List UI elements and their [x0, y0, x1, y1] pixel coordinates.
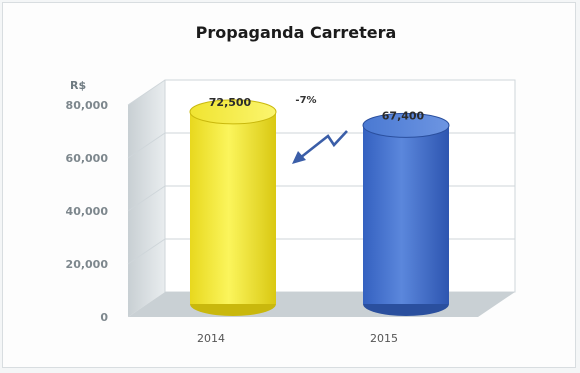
category-label: 2015: [370, 332, 398, 345]
change-annotation: -7%: [295, 95, 316, 106]
floor: [128, 292, 515, 317]
y-tick-label: 40,000: [66, 205, 109, 218]
gridline-side: [127, 185, 166, 212]
chart-title: Propaganda Carretera: [196, 23, 397, 42]
y-tick-label: 0: [100, 311, 108, 324]
bar-top-2014: [189, 99, 277, 125]
gridline-side: [127, 79, 166, 106]
bars: [189, 99, 450, 316]
bar-2015: [363, 125, 449, 304]
decline-arrow-icon: [299, 130, 348, 160]
data-labels: 72,500 67,400: [209, 96, 425, 123]
y-tick-label: 60,000: [66, 152, 109, 165]
gridline-side: [127, 132, 166, 159]
y-axis-ticks: 0 20,000 40,000 60,000 80,000: [66, 99, 109, 324]
bar-2014: [190, 111, 276, 304]
decline-arrowhead-icon: [292, 151, 306, 164]
plot-walls: [128, 79, 516, 317]
gridline-side: [127, 238, 166, 265]
y-tick-label: 80,000: [66, 99, 109, 112]
y-axis-unit-label: R$: [70, 79, 86, 92]
category-labels: 2014 2015: [197, 332, 398, 345]
bar-top-2015: [362, 112, 450, 138]
data-label: 67,400: [382, 109, 425, 122]
y-tick-label: 20,000: [66, 258, 109, 271]
category-label: 2014: [197, 332, 225, 345]
data-label: 72,500: [209, 96, 252, 109]
